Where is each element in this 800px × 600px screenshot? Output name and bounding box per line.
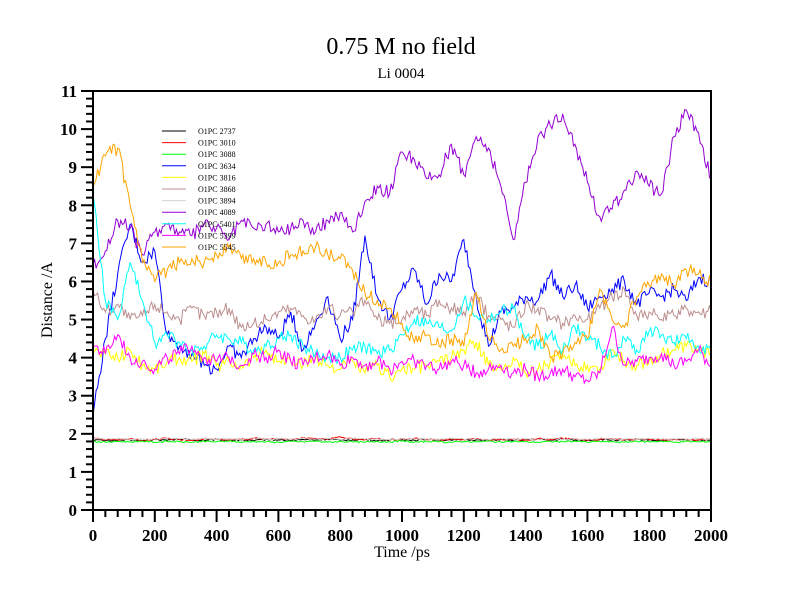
y-tick-label: 11 <box>61 82 77 101</box>
y-tick-label: 5 <box>69 311 78 330</box>
x-tick-label: 1400 <box>509 526 543 545</box>
series-line-o1pc-3088 <box>92 439 712 444</box>
chart-title: 0.75 M no field <box>326 34 475 60</box>
legend-item: O1PC 3894 <box>162 197 236 206</box>
legend-item: O1PC 3010 <box>162 139 236 148</box>
x-axis-label: Time /ps <box>374 544 430 561</box>
series-line-o1pc-3816 <box>92 338 712 382</box>
plot-lines <box>92 108 712 444</box>
x-tick-label: 400 <box>204 526 230 545</box>
legend-label: O1PC 3010 <box>198 139 236 148</box>
legend-label: O1PC 5399 <box>198 231 236 240</box>
legend-label: O1PC 3088 <box>198 150 236 159</box>
legend-label: O1PC 3894 <box>198 197 236 206</box>
legend-label: O1PC 3868 <box>198 185 236 194</box>
y-axis-label: Distance /A <box>39 262 56 338</box>
y-tick-label: 10 <box>60 120 77 139</box>
x-tick-label: 2000 <box>694 526 728 545</box>
legend-item: O1PC 5545 <box>162 243 236 252</box>
y-tick-label: 8 <box>69 196 78 215</box>
legend-item: O1PC 5401 <box>162 220 236 229</box>
legend-item: O1PC 4089 <box>162 208 236 217</box>
y-tick-label: 9 <box>69 158 78 177</box>
legend-label: O1PC 5545 <box>198 243 236 252</box>
legend-label: O1PC 3816 <box>198 173 236 182</box>
x-tick-label: 1200 <box>447 526 481 545</box>
y-tick-label: 4 <box>69 349 78 368</box>
axis-ticks: 0 200 400 600 800 1000 1200 1400 1600 1800 2000 0 1 2… <box>60 82 728 545</box>
legend-item: O1PC 3868 <box>162 185 236 194</box>
series-line-o1pc-5545 <box>92 143 712 363</box>
legend-label: O1PC 4089 <box>198 208 236 217</box>
series-line-o1pc-4089 <box>92 108 712 269</box>
legend-label: O1PC 5401 <box>198 220 236 229</box>
legend-label: O1PC 3634 <box>198 162 236 171</box>
y-tick-label: 6 <box>69 272 78 291</box>
x-tick-label: 200 <box>142 526 168 545</box>
series-line-o1pc-5399 <box>93 325 712 385</box>
legend-item: O1PC 3088 <box>162 150 236 159</box>
legend: O1PC 2737 O1PC 3010 O1PC 3088 O1PC 3634 O1PC… <box>162 127 236 252</box>
chart-subtitle: Li 0004 <box>377 66 425 82</box>
legend-label: O1PC 2737 <box>198 127 236 136</box>
y-tick-label: 0 <box>69 501 78 520</box>
series-line-o1pc-5401 <box>92 193 712 365</box>
legend-item: O1PC 3816 <box>162 173 236 182</box>
legend-item: O1PC 2737 <box>162 127 236 136</box>
y-tick-label: 3 <box>69 387 78 406</box>
legend-item: O1PC 5399 <box>162 231 236 240</box>
x-tick-label: 0 <box>89 526 98 545</box>
x-tick-label: 1600 <box>570 526 604 545</box>
y-tick-label: 2 <box>69 425 78 444</box>
y-tick-label: 1 <box>69 463 78 482</box>
x-tick-label: 1800 <box>632 526 666 545</box>
series-line-o1pc-3868 <box>92 285 712 332</box>
legend-item: O1PC 3634 <box>162 162 236 171</box>
y-tick-label: 7 <box>69 234 78 253</box>
x-tick-label: 1000 <box>385 526 419 545</box>
x-tick-label: 600 <box>266 526 292 545</box>
series-line-o1pc-3894 <box>92 437 712 441</box>
x-tick-label: 800 <box>327 526 353 545</box>
